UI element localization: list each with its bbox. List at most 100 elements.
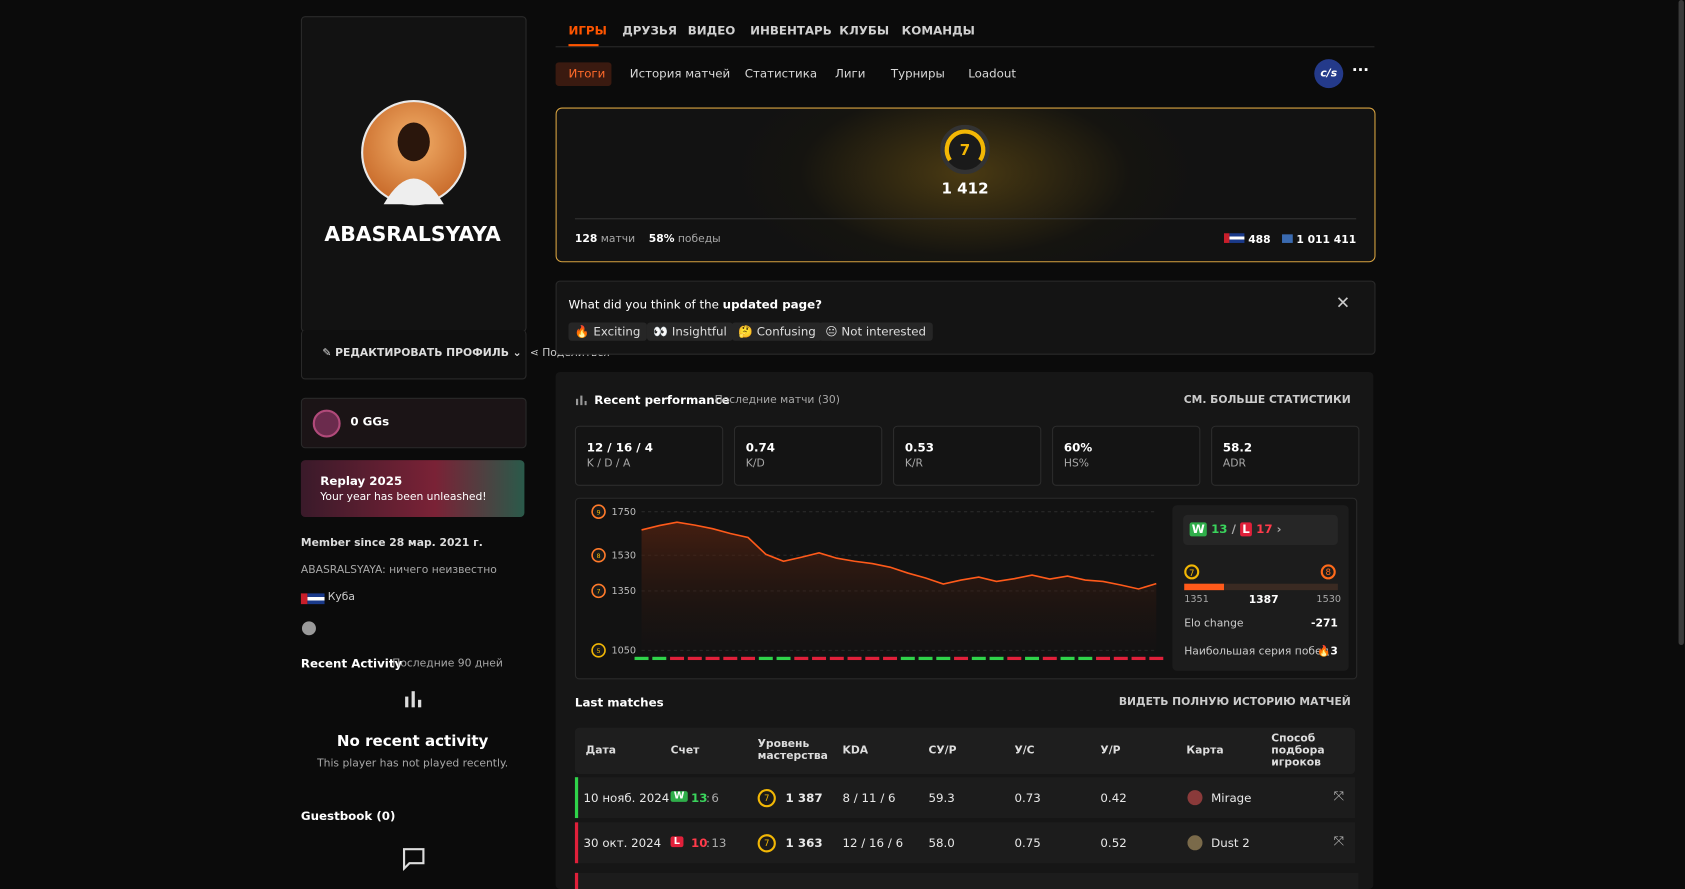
expand-icon[interactable]: ⤧ bbox=[1333, 833, 1344, 849]
more-stats[interactable]: СМ. БОЛЬШЕ СТАТИСТИКИ bbox=[1183, 394, 1351, 407]
ggs-icon bbox=[312, 409, 341, 438]
game-badge[interactable]: c/s bbox=[1314, 59, 1344, 89]
line bbox=[641, 521, 1157, 590]
streak-label: Наибольшая серия побед bbox=[1184, 646, 1330, 658]
result-segment bbox=[794, 656, 809, 661]
edit-profile[interactable]: ✎ РЕДАКТИРОВАТЬ ПРОФИЛЬ ⌄ bbox=[322, 347, 521, 359]
subtab[interactable]: История матчей bbox=[629, 66, 731, 81]
guestbook: Guestbook (0) bbox=[300, 809, 396, 824]
area bbox=[641, 522, 1157, 651]
result-segment bbox=[900, 656, 915, 661]
subtab[interactable]: Loadout bbox=[968, 66, 1016, 81]
score-own: 10 bbox=[690, 836, 708, 851]
result-segment bbox=[741, 656, 756, 661]
subtab[interactable]: Итоги bbox=[568, 66, 606, 81]
w-badge: W bbox=[1189, 522, 1207, 537]
close-button[interactable]: ✕ bbox=[1335, 292, 1351, 313]
tab[interactable]: ВИДЕО bbox=[687, 23, 736, 38]
result-segment bbox=[847, 656, 862, 661]
result-segment bbox=[670, 656, 685, 661]
stat-label: K / D / A bbox=[586, 457, 631, 470]
history-link[interactable]: ВИДЕТЬ ПОЛНУЮ ИСТОРИЮ МАТЧЕЙ bbox=[1118, 696, 1351, 709]
steam-icon[interactable] bbox=[301, 621, 316, 636]
result-segment bbox=[1078, 656, 1093, 661]
stat-value: 58.2 bbox=[1222, 440, 1253, 455]
level-from: 7 bbox=[1184, 564, 1200, 580]
subtab[interactable]: Турниры bbox=[890, 66, 945, 81]
world-rank: 1 011 411 bbox=[1296, 234, 1357, 247]
subtab[interactable]: Статистика bbox=[744, 66, 818, 81]
result-segment bbox=[758, 656, 773, 661]
subtab[interactable]: Лиги bbox=[834, 66, 866, 81]
subtab-active-bg bbox=[555, 62, 612, 86]
more-menu[interactable]: ··· bbox=[1351, 62, 1370, 80]
stat-value: 60% bbox=[1063, 440, 1093, 455]
matches: 128 bbox=[574, 233, 598, 246]
level-icon: 7 bbox=[757, 834, 776, 853]
tab[interactable]: ДРУЗЬЯ bbox=[622, 23, 678, 38]
y-tick-label: 1350 bbox=[611, 586, 636, 597]
scrollbar[interactable] bbox=[1678, 0, 1684, 645]
losses: 17 bbox=[1256, 522, 1273, 537]
result-segment bbox=[1113, 656, 1128, 661]
replay-title: Replay 2025 bbox=[320, 474, 403, 489]
activity-icon bbox=[405, 691, 422, 708]
tab[interactable]: ИНВЕНТАРЬ bbox=[750, 23, 832, 38]
match-stats: 128 матчи 58% победы bbox=[575, 233, 721, 245]
nickname: ABASRALSYAYA bbox=[324, 222, 501, 247]
guestbook-icon[interactable] bbox=[402, 847, 426, 871]
feedback-question: What did you think of the updated page? bbox=[568, 298, 822, 312]
tick-level: 7 bbox=[597, 588, 601, 596]
level-badge: 7 bbox=[940, 124, 990, 175]
streak: 🔥3 bbox=[1317, 646, 1338, 658]
match-row[interactable] bbox=[574, 777, 1356, 819]
tick-level: 8 bbox=[597, 552, 601, 560]
member-since: Member since 28 мар. 2021 г. bbox=[300, 537, 483, 550]
elo-change-label: Elo change bbox=[1184, 618, 1244, 630]
elo: 1 412 bbox=[941, 180, 989, 198]
tab[interactable]: ИГРЫ bbox=[568, 23, 607, 38]
match-elo: 1 363 bbox=[785, 836, 823, 851]
result-segment bbox=[687, 656, 702, 661]
column-header: У/Р bbox=[1100, 744, 1121, 757]
wl-box[interactable] bbox=[1183, 514, 1338, 546]
table-header bbox=[574, 727, 1356, 774]
score-own: 13 bbox=[690, 791, 708, 806]
feedback-card bbox=[555, 280, 1376, 355]
stat-card bbox=[574, 425, 724, 486]
recent-period: Последние 90 дней bbox=[392, 657, 503, 670]
feedback-option[interactable]: 👀 Insightful bbox=[646, 322, 734, 341]
feedback-option[interactable]: 🔥 Exciting bbox=[568, 322, 647, 341]
result-segment bbox=[883, 656, 898, 661]
tab[interactable]: КОМАНДЫ bbox=[901, 23, 975, 38]
no-activity-text: This player has not played recently. bbox=[317, 757, 509, 770]
map: Dust 2 bbox=[1211, 836, 1250, 851]
score-opp: 6 bbox=[711, 791, 719, 806]
kr: 0.42 bbox=[1100, 791, 1127, 806]
stat-card bbox=[1052, 425, 1201, 486]
matches-label: матчи bbox=[600, 233, 636, 246]
no-activity: No recent activity bbox=[336, 733, 489, 751]
streak-value: 3 bbox=[1330, 646, 1338, 658]
feedback-option[interactable]: 😐 Not interested bbox=[818, 322, 933, 341]
result-segment bbox=[1025, 656, 1040, 661]
recent-activity: Recent Activity bbox=[300, 656, 403, 671]
date: 10 нояб. 2024 bbox=[583, 791, 670, 806]
world-icon bbox=[1281, 234, 1293, 243]
feedback-option[interactable]: 🤔 Confusing bbox=[731, 322, 823, 341]
stat-card bbox=[893, 425, 1042, 486]
result-segment bbox=[812, 656, 827, 661]
map-icon bbox=[1187, 790, 1203, 806]
expand-icon[interactable]: ⤧ bbox=[1333, 787, 1344, 804]
result-segment bbox=[1007, 656, 1022, 661]
result-segment bbox=[971, 656, 986, 661]
tab[interactable]: КЛУБЫ bbox=[839, 23, 890, 38]
match-row[interactable] bbox=[574, 822, 1356, 864]
replay-card[interactable] bbox=[300, 460, 525, 518]
share-icon: ⋖ bbox=[529, 347, 543, 360]
adr: 58.0 bbox=[928, 836, 955, 851]
range-high: 1530 bbox=[1316, 594, 1342, 606]
ranks: 488 1 011 411 bbox=[1224, 233, 1356, 246]
stat-card bbox=[1211, 425, 1360, 486]
